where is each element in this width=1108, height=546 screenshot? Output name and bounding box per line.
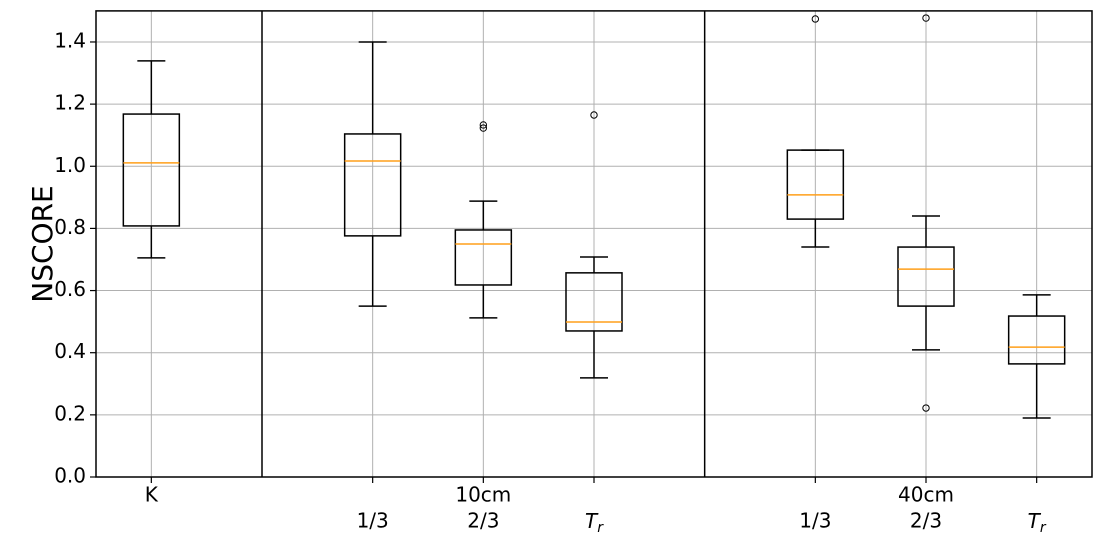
x-tick-label-main: T — [1028, 509, 1042, 533]
x-tick-label-sub: r — [597, 520, 604, 536]
group-label: 10cm — [455, 483, 511, 507]
x-tick-label: 2/3 — [910, 509, 942, 533]
x-tick-label-sub: r — [1040, 520, 1047, 536]
box — [565, 272, 623, 332]
y-axis-label: NSCORE — [26, 185, 59, 302]
box — [1007, 315, 1066, 365]
flier — [590, 111, 598, 119]
x-tick-label-main: T — [585, 509, 599, 533]
y-tick-label: 0.4 — [54, 339, 86, 363]
x-tick-label: Tr — [585, 509, 604, 537]
flier — [811, 15, 820, 23]
y-tick-label: 0.6 — [54, 277, 86, 301]
flier — [922, 14, 930, 22]
grid — [96, 10, 1092, 478]
y-tick-label: 0.0 — [54, 464, 86, 488]
y-tick-label: 0.2 — [54, 401, 86, 425]
x-tick-label: Tr — [1028, 509, 1047, 537]
flier — [479, 121, 488, 129]
flier — [479, 124, 488, 132]
box — [343, 133, 402, 237]
x-tick-label: K — [145, 483, 159, 507]
box — [122, 113, 181, 227]
y-tick-label: 1.4 — [54, 28, 86, 52]
group-label: 40cm — [898, 483, 954, 507]
box — [897, 246, 955, 307]
plot-frame — [95, 10, 1093, 478]
box — [454, 229, 513, 286]
box — [786, 149, 845, 220]
y-tick-label: 0.8 — [54, 215, 86, 239]
x-tick-label: 2/3 — [467, 509, 499, 533]
y-tick-label: 1.2 — [54, 91, 86, 115]
y-tick-label: 1.0 — [54, 153, 86, 177]
x-tick-label: 1/3 — [357, 509, 389, 533]
x-tick-label: 1/3 — [799, 509, 831, 533]
flier — [922, 404, 930, 412]
